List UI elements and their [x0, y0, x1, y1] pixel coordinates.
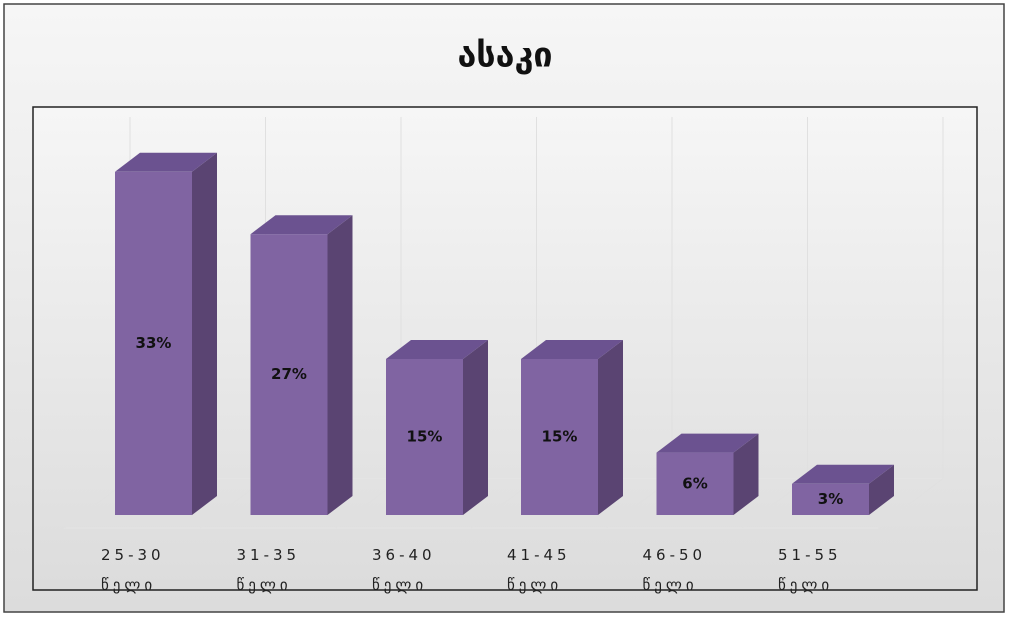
value-label: 6%	[682, 474, 707, 492]
x-tick-label: 51-55 წელი	[778, 546, 842, 594]
value-label: 15%	[407, 428, 443, 446]
bar-side	[733, 433, 759, 515]
floor-line	[877, 478, 944, 529]
bar	[656, 452, 734, 515]
bar-side	[869, 464, 894, 515]
bar-side	[598, 340, 623, 515]
bar	[521, 359, 598, 515]
bar-top	[386, 340, 488, 359]
bar	[386, 359, 463, 515]
x-tick-label: 25-30 წელი	[101, 546, 165, 594]
bar-top	[115, 152, 217, 172]
bar-top	[656, 433, 759, 453]
bar-top	[250, 215, 353, 235]
value-label: 33%	[136, 334, 172, 352]
bar-side	[327, 215, 353, 515]
bar-top	[521, 340, 623, 359]
x-tick-label: 46-50 წელი	[642, 546, 707, 594]
x-tick-label: 31-35 წელი	[236, 546, 301, 594]
chart-title: ასაკი	[457, 36, 552, 76]
bar	[250, 234, 328, 515]
bar-top	[792, 464, 894, 484]
value-label: 15%	[542, 428, 578, 446]
bar	[792, 483, 869, 515]
value-label: 3%	[818, 490, 843, 508]
bar	[115, 171, 192, 516]
x-tick-label: 41-45 წელი	[507, 546, 571, 594]
value-label: 27%	[271, 365, 307, 383]
bar-side	[192, 152, 217, 516]
bar-side	[463, 340, 488, 515]
x-tick-label: 36-40 წელი	[372, 546, 436, 594]
